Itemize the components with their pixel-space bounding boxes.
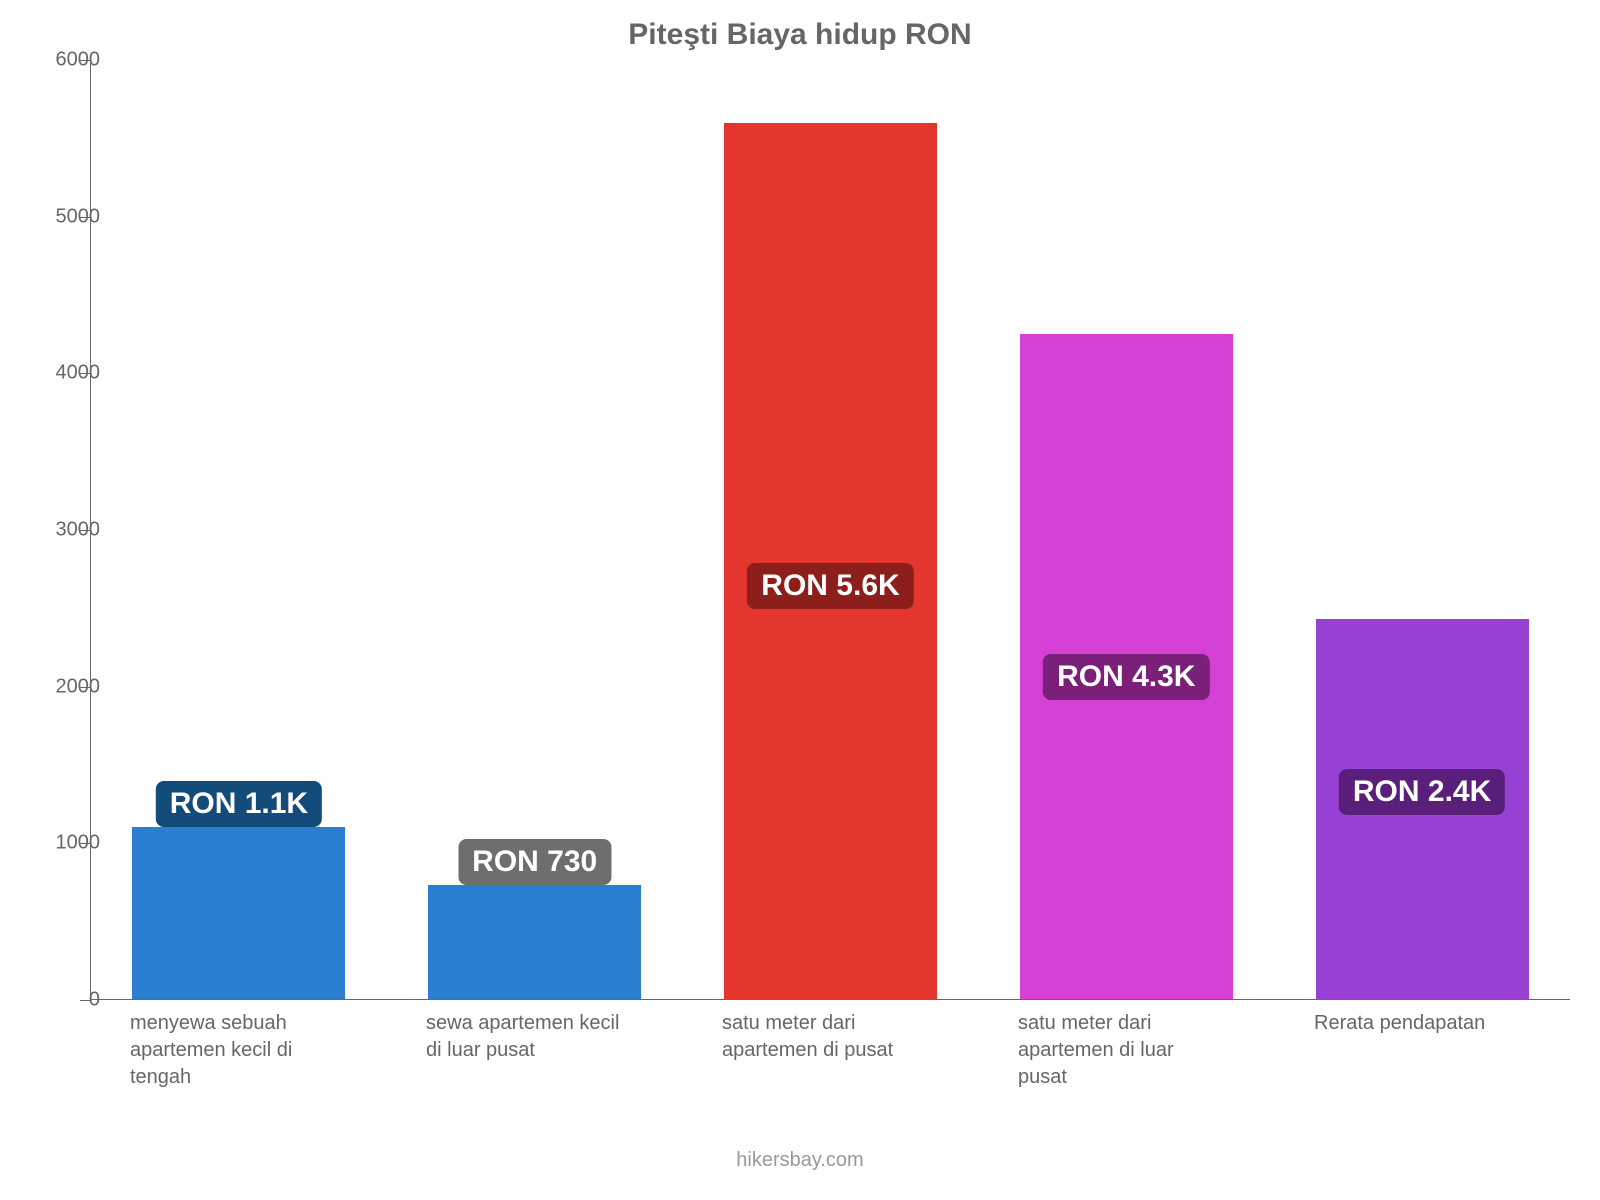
bars-group: RON 1.1K RON 730 RON 5.6K RON 4.3K	[91, 60, 1570, 999]
x-axis-labels: menyewa sebuah apartemen kecil di tengah…	[90, 1010, 1570, 1091]
plot-area: RON 1.1K RON 730 RON 5.6K RON 4.3K	[90, 60, 1570, 1000]
bar-slot: RON 2.4K	[1274, 60, 1570, 999]
xlabel-slot: sewa apartemen kecil di luar pusat	[386, 1010, 682, 1091]
y-tick-label: 3000	[30, 519, 100, 542]
value-badge: RON 4.3K	[1043, 654, 1209, 700]
value-badge: RON 730	[458, 839, 611, 885]
bar-rent-center: RON 1.1K	[132, 827, 345, 999]
bar-sqm-outside: RON 4.3K	[1020, 334, 1233, 999]
y-tick-label: 1000	[30, 832, 100, 855]
bar-rent-outside: RON 730	[428, 885, 641, 999]
xlabel-slot: menyewa sebuah apartemen kecil di tengah	[90, 1010, 386, 1091]
x-label: sewa apartemen kecil di luar pusat	[426, 1010, 626, 1091]
xlabel-slot: Rerata pendapatan	[1274, 1010, 1570, 1091]
bar-sqm-center: RON 5.6K	[724, 123, 937, 999]
y-tick-label: 6000	[30, 49, 100, 72]
y-tick-label: 2000	[30, 675, 100, 698]
value-badge: RON 1.1K	[156, 781, 322, 827]
value-badge: RON 2.4K	[1339, 769, 1505, 815]
chart-title: Piteşti Biaya hidup RON	[0, 18, 1600, 52]
attribution-text: hikersbay.com	[0, 1149, 1600, 1172]
bar-slot: RON 1.1K	[91, 60, 387, 999]
bar-income: RON 2.4K	[1316, 619, 1529, 999]
chart-container: Piteşti Biaya hidup RON RON 1.1K RON 730…	[0, 0, 1600, 1200]
x-label: satu meter dari apartemen di luar pusat	[1018, 1010, 1218, 1091]
x-label: satu meter dari apartemen di pusat	[722, 1010, 922, 1091]
value-badge: RON 5.6K	[747, 563, 913, 609]
y-tick-label: 4000	[30, 362, 100, 385]
bar-slot: RON 4.3K	[978, 60, 1274, 999]
y-tick-label: 5000	[30, 205, 100, 228]
x-label: menyewa sebuah apartemen kecil di tengah	[130, 1010, 330, 1091]
xlabel-slot: satu meter dari apartemen di luar pusat	[978, 1010, 1274, 1091]
bar-slot: RON 730	[387, 60, 683, 999]
y-tick-label: 0	[30, 989, 100, 1012]
bar-slot: RON 5.6K	[683, 60, 979, 999]
xlabel-slot: satu meter dari apartemen di pusat	[682, 1010, 978, 1091]
x-label: Rerata pendapatan	[1314, 1010, 1485, 1091]
